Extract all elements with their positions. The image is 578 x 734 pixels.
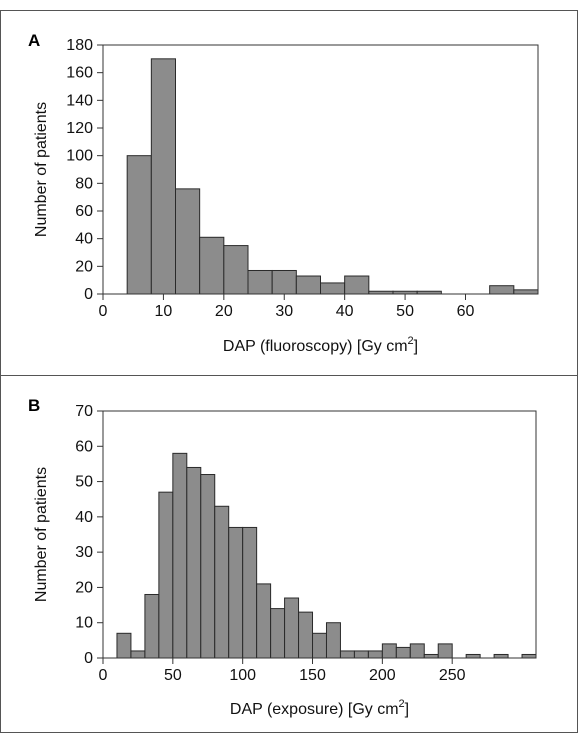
x-tick-label-a: 30	[275, 303, 293, 320]
histogram-b-bar	[270, 608, 286, 659]
y-axis-title-b: Number of patients	[33, 467, 50, 602]
histogram-b-bar	[493, 653, 509, 659]
histogram-b-bar	[116, 632, 132, 659]
y-tick-label-b: 10	[75, 615, 93, 632]
histogram-b-bar	[172, 452, 188, 659]
histogram-a-bar	[223, 245, 249, 295]
histogram-b-bar	[256, 583, 272, 659]
histogram-a-bar	[320, 282, 346, 295]
panel-b-letter: B	[28, 396, 40, 415]
y-tick-label-a: 60	[75, 203, 93, 220]
histogram-a-bar	[199, 236, 225, 295]
histogram-b-bar	[200, 474, 216, 659]
histogram-a: 0 20 40 60 80 100 120 140 160 180 0 10 20 30 40 50 60 Num…	[33, 37, 539, 355]
x-tick-label-b: 200	[369, 667, 396, 684]
histogram-b-bar	[130, 650, 146, 659]
x-tick-label-a: 40	[336, 303, 354, 320]
x-tick-label-a: 60	[457, 303, 475, 320]
y-tick-label-b: 20	[75, 579, 93, 596]
histogram-b-bar	[521, 653, 537, 659]
y-tick-label-a: 120	[66, 120, 93, 137]
histogram-b-bar	[381, 643, 397, 659]
plot-frame-a	[102, 44, 539, 295]
histogram-b-bar	[284, 597, 300, 659]
histogram-b-bar	[465, 653, 481, 659]
y-tick-label-a: 20	[75, 258, 93, 275]
histogram-b-bar	[242, 526, 258, 659]
histogram-b-bar	[158, 491, 174, 659]
y-tick-label-a: 160	[66, 65, 93, 82]
plot-frame-b	[102, 410, 537, 659]
histogram-b-bar	[437, 643, 453, 659]
histogram-a-bar	[513, 289, 539, 295]
y-tick-label-b: 40	[75, 509, 93, 526]
panel-b: B 0 10 20 30 40 50 60 70 0 50 100 150 200 250 Number o…	[0, 375, 578, 733]
y-tick-label-a: 80	[75, 175, 93, 192]
histogram-b-bar	[214, 505, 230, 659]
x-tick-label-a: 20	[215, 303, 233, 320]
histogram-a-bar	[150, 58, 176, 295]
y-tick-label-b: 50	[75, 474, 93, 491]
x-tick-label-b: 50	[164, 667, 182, 684]
y-tick-label-a: 100	[66, 148, 93, 165]
x-tick-label-b: 0	[99, 667, 108, 684]
y-tick-label-a: 0	[84, 286, 93, 303]
histogram-b: 0 10 20 30 40 50 60 70 0 50 100 150 200 250 Number of …	[33, 403, 537, 718]
x-tick-label-b: 150	[299, 667, 326, 684]
histogram-b-bar	[325, 622, 341, 659]
x-tick-label-b: 250	[439, 667, 466, 684]
histogram-a-bar	[126, 155, 152, 295]
histogram-b-bar	[353, 650, 369, 659]
y-tick-label-b: 60	[75, 438, 93, 455]
histogram-b-bar	[395, 646, 411, 659]
y-tick-label-a: 180	[66, 37, 93, 54]
histogram-a-bar	[247, 269, 273, 295]
histogram-b-bar	[312, 632, 327, 659]
y-tick-label-b: 70	[75, 403, 93, 420]
y-tick-label-b: 0	[84, 650, 93, 667]
x-tick-label-a: 0	[99, 303, 108, 320]
histogram-b-bar	[409, 643, 425, 659]
histogram-a-bar	[271, 269, 297, 295]
histogram-a-bar	[344, 275, 370, 295]
histogram-b-bar	[228, 526, 244, 659]
histogram-b-bar	[186, 466, 202, 659]
x-tick-label-b: 100	[229, 667, 256, 684]
histogram-b-bar	[339, 650, 355, 659]
histogram-b-bar	[423, 653, 439, 659]
panel-a-letter: A	[28, 31, 40, 50]
y-tick-label-b: 30	[75, 544, 93, 561]
x-axis-title-b: DAP (exposure) [Gy cm2]	[230, 698, 409, 718]
histogram-a-bar	[489, 285, 515, 295]
panel-a: A 0 20 40 60 80 100 120 140 160 180 0 10 20 30 40 50 60 N…	[0, 10, 578, 376]
x-tick-label-a: 10	[155, 303, 173, 320]
histogram-a-bar	[175, 188, 201, 295]
y-tick-label-a: 40	[75, 231, 93, 248]
y-tick-label-a: 140	[66, 92, 93, 109]
histogram-a-bar	[295, 275, 322, 295]
histogram-b-bar	[144, 593, 160, 659]
histogram-b-bar	[367, 650, 383, 659]
y-axis-title-a: Number of patients	[33, 102, 50, 237]
x-axis-title-a: DAP (fluoroscopy) [Gy cm2]	[223, 335, 418, 355]
histogram-b-bar	[298, 611, 314, 659]
x-tick-label-a: 50	[396, 303, 414, 320]
